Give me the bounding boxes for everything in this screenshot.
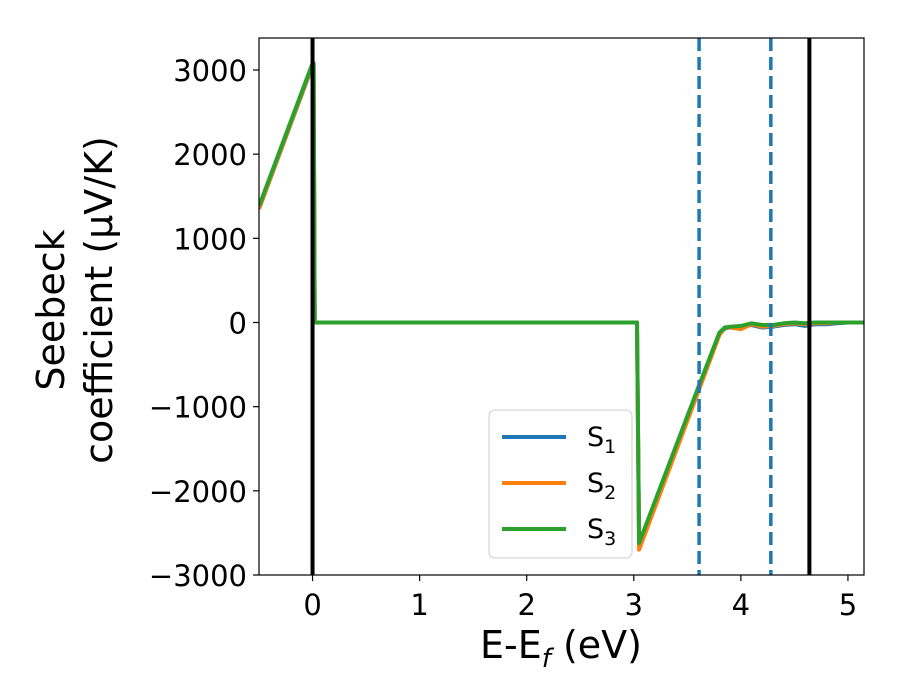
- plot-frame: [258, 37, 865, 576]
- y-axis: −3000 −2000 −1000 0 1000 2000 3000: [149, 54, 259, 593]
- x-tick-label: 0: [303, 588, 321, 622]
- x-tick-label: 5: [839, 588, 857, 622]
- y-tick-label: 1000: [173, 222, 247, 256]
- legend: S1 S2 S3: [488, 409, 633, 559]
- x-tick-label: 3: [625, 588, 643, 622]
- x-axis-title: E-Ef (eV): [480, 623, 642, 674]
- y-tick-label: −1000: [149, 391, 247, 425]
- vline-layer: [310, 38, 812, 575]
- series-line-s3: [259, 61, 864, 545]
- svg-text:Seebeck: Seebeck: [29, 229, 73, 390]
- series-layer: [259, 61, 864, 552]
- x-axis: 0 1 2 3 4 5: [303, 575, 857, 622]
- legend-label-s3: S3: [587, 514, 616, 550]
- x-tick-label: 2: [517, 588, 535, 622]
- y-tick-label: 0: [229, 306, 247, 340]
- legend-label-s2: S2: [587, 468, 616, 504]
- y-axis-title: Seebeck coefficient (μV/K): [29, 136, 121, 464]
- svg-text:coefficient (μV/K): coefficient (μV/K): [77, 136, 121, 464]
- y-tick-label: −2000: [149, 475, 247, 509]
- y-tick-label: −3000: [149, 559, 247, 593]
- legend-label-s1: S1: [587, 422, 616, 458]
- y-tick-label: 3000: [173, 54, 247, 88]
- x-tick-label: 1: [410, 588, 428, 622]
- x-tick-label: 4: [732, 588, 750, 622]
- y-tick-label: 2000: [173, 138, 247, 172]
